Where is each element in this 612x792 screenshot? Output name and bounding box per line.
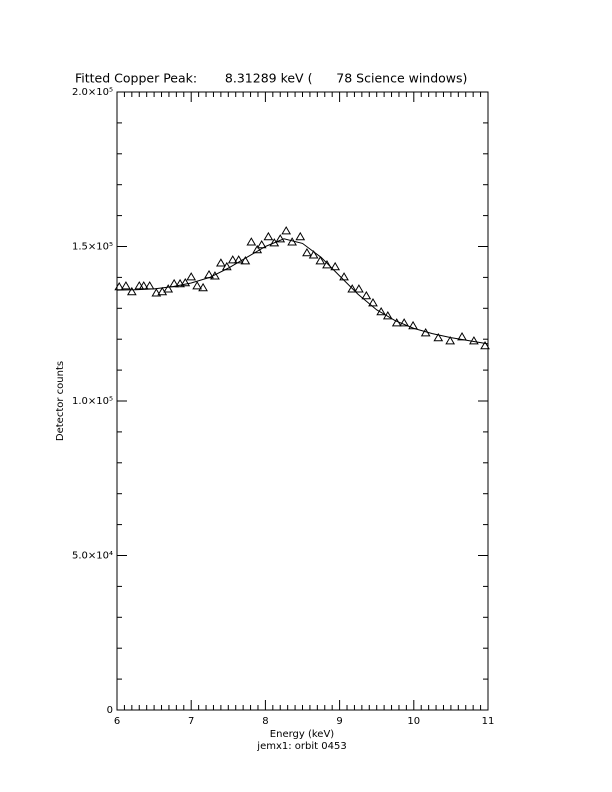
data-point bbox=[295, 231, 306, 241]
y-tick-label: 5.0×10⁴ bbox=[72, 551, 113, 562]
x-axis-label: Energy (keV) bbox=[270, 729, 335, 740]
data-point bbox=[330, 261, 341, 271]
data-point bbox=[347, 284, 358, 293]
data-point bbox=[246, 237, 257, 246]
data-point bbox=[227, 255, 238, 264]
data-point bbox=[308, 250, 319, 259]
data-point bbox=[469, 336, 479, 345]
data-point bbox=[180, 277, 191, 287]
data-point bbox=[368, 298, 378, 307]
y-tick-label: 1.5×10⁵ bbox=[72, 242, 113, 253]
data-point bbox=[275, 234, 286, 243]
data-point bbox=[322, 260, 332, 269]
data-point bbox=[263, 231, 274, 241]
data-point bbox=[198, 282, 208, 292]
data-point bbox=[361, 290, 372, 300]
data-point bbox=[121, 281, 131, 290]
x-tick-label: 7 bbox=[188, 716, 194, 727]
data-point bbox=[192, 281, 203, 290]
data-point bbox=[433, 332, 444, 342]
data-point bbox=[163, 284, 174, 293]
data-point bbox=[240, 256, 251, 265]
x-tick-label: 11 bbox=[482, 716, 495, 727]
data-point bbox=[281, 226, 292, 235]
y-tick-label: 0 bbox=[107, 705, 113, 716]
data-point bbox=[315, 256, 326, 265]
data-point bbox=[445, 336, 456, 345]
data-point bbox=[354, 284, 364, 293]
data-point bbox=[480, 341, 490, 350]
data-point bbox=[256, 239, 267, 249]
data-point bbox=[151, 288, 162, 297]
footer: jemx1: orbit 0453 bbox=[256, 741, 346, 752]
y-axis-label: Detector counts bbox=[55, 361, 66, 441]
x-tick-label: 8 bbox=[262, 716, 268, 727]
x-tick-label: 10 bbox=[407, 716, 420, 727]
chart-title: Fitted Copper Peak: 8.31289 keV ( 78 Sci… bbox=[75, 71, 467, 86]
data-point bbox=[408, 320, 418, 330]
data-point bbox=[302, 248, 312, 257]
x-tick-label: 6 bbox=[114, 716, 120, 727]
fit-line bbox=[116, 238, 489, 345]
data-point bbox=[175, 278, 185, 288]
y-tick-label: 2.0×10⁵ bbox=[72, 87, 113, 98]
data-point bbox=[221, 261, 232, 271]
data-point bbox=[186, 272, 197, 281]
data-point bbox=[252, 244, 263, 254]
data-point bbox=[216, 258, 226, 267]
y-tick-label: 1.0×10⁵ bbox=[72, 396, 113, 407]
data-point bbox=[399, 318, 410, 327]
x-tick-label: 9 bbox=[336, 716, 342, 727]
data-point bbox=[233, 255, 244, 264]
data-point bbox=[126, 286, 137, 296]
